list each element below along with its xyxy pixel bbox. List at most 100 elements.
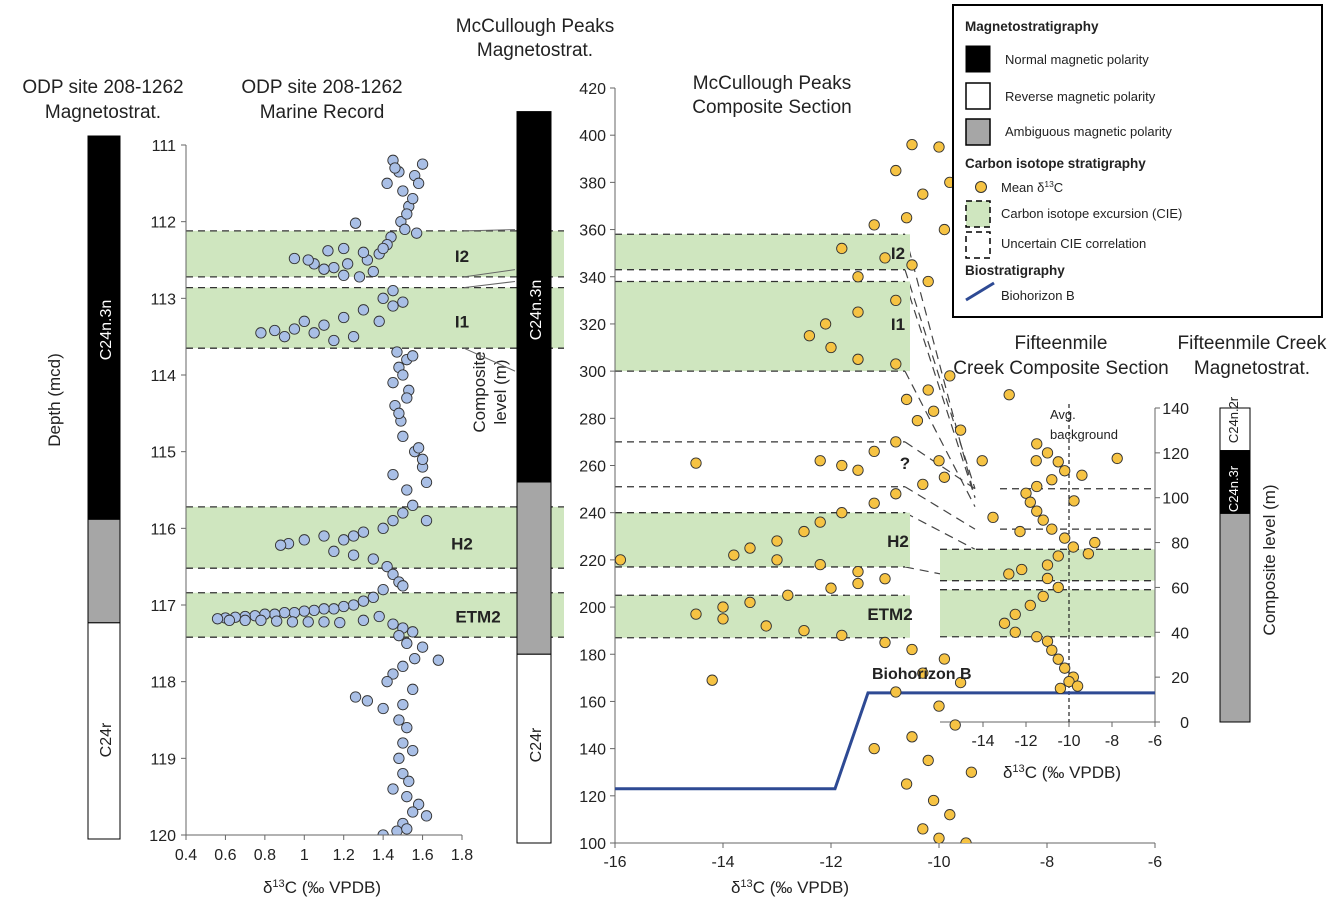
fm-point bbox=[1031, 480, 1043, 493]
odp-point bbox=[401, 791, 413, 803]
correlation-line bbox=[904, 486, 976, 530]
mp-point bbox=[852, 566, 864, 578]
odp-y-tick-label: 113 bbox=[150, 291, 176, 308]
odp-point bbox=[377, 584, 389, 596]
mp-point bbox=[771, 535, 783, 547]
mp-point bbox=[744, 542, 756, 554]
mp-point bbox=[906, 259, 918, 271]
mp-point bbox=[917, 667, 929, 679]
odp-point bbox=[397, 580, 409, 592]
odp-mp-connector bbox=[463, 280, 516, 289]
odp-chron-normal-label: C24n.3n bbox=[98, 300, 115, 361]
mp-polarity-reverse bbox=[516, 653, 552, 844]
odp-point bbox=[397, 699, 409, 711]
header-odp-mag-line2: Magnetostrat. bbox=[45, 102, 161, 123]
mp-point bbox=[890, 294, 902, 306]
odp-point bbox=[432, 654, 444, 666]
odp-y-tick-label: 112 bbox=[150, 215, 176, 232]
fm-y-tick-label: 60 bbox=[1171, 580, 1189, 597]
header-odp-marine: ODP site 208-1262 Marine Record bbox=[241, 77, 402, 123]
odp-point bbox=[397, 296, 409, 308]
header-mp-comp: McCullough Peaks Composite Section bbox=[692, 73, 851, 118]
odp-point bbox=[407, 806, 419, 818]
mp-point bbox=[938, 223, 951, 236]
fm-y-tick-label: 20 bbox=[1171, 670, 1189, 687]
fm-point bbox=[1076, 469, 1088, 481]
mp-point bbox=[954, 424, 967, 436]
correlation-line bbox=[904, 370, 976, 507]
odp-point bbox=[403, 775, 415, 787]
odp-point bbox=[357, 526, 370, 538]
odp-point bbox=[416, 158, 429, 170]
mp-point bbox=[798, 625, 810, 637]
header-fm-comp: Fifteenmile Creek Composite Section bbox=[953, 333, 1168, 379]
mp-point bbox=[906, 138, 918, 151]
correlation-line bbox=[904, 281, 976, 498]
mp-point bbox=[879, 252, 891, 264]
mp-band-label: I1 bbox=[891, 315, 905, 334]
fm-point bbox=[1052, 456, 1064, 468]
biohorizon-b-path bbox=[615, 691, 1155, 791]
odp-point bbox=[255, 327, 267, 339]
mp-point bbox=[868, 742, 880, 755]
odp-point bbox=[286, 616, 299, 628]
header-fm-mag-line1: Fifteenmile Creek bbox=[1178, 333, 1327, 354]
odp-point bbox=[347, 530, 360, 542]
odp-point bbox=[416, 453, 429, 465]
odp-mp-connector bbox=[463, 229, 516, 232]
odp-point bbox=[367, 553, 379, 565]
mp-point bbox=[933, 832, 945, 843]
odp-point bbox=[298, 534, 310, 546]
mp-y-tick-label: 200 bbox=[579, 600, 606, 617]
mp-point bbox=[900, 393, 913, 406]
mp-magnetostrat-column bbox=[516, 111, 552, 844]
fm-point bbox=[998, 617, 1011, 629]
odp-point bbox=[349, 691, 362, 703]
mp-point bbox=[690, 608, 702, 620]
fm-point bbox=[1052, 581, 1064, 594]
fm-y-tick-label: 120 bbox=[1162, 446, 1189, 463]
odp-point bbox=[407, 745, 419, 757]
odp-point bbox=[412, 442, 425, 454]
legend-cie-swatch bbox=[965, 200, 991, 228]
fm-point bbox=[1046, 523, 1058, 535]
odp-point bbox=[318, 263, 330, 275]
mp-point bbox=[814, 516, 826, 528]
odp-point bbox=[407, 626, 419, 638]
legend-uncertain-swatch bbox=[965, 231, 991, 259]
odp-point bbox=[357, 614, 370, 626]
mp-point bbox=[836, 242, 848, 255]
odp-point bbox=[318, 616, 330, 628]
mp-band-ETM2 bbox=[615, 595, 910, 638]
odp-point bbox=[334, 616, 346, 629]
fm-point bbox=[1024, 599, 1036, 612]
mp-x-tick-label: -14 bbox=[711, 854, 734, 871]
fm-point bbox=[1089, 536, 1101, 549]
odp-x-tick-label: 1.4 bbox=[372, 847, 394, 864]
odp-point bbox=[393, 752, 405, 764]
mp-point bbox=[890, 358, 902, 370]
odp-y-tick-label: 116 bbox=[150, 521, 176, 538]
odp-point bbox=[367, 265, 379, 278]
mp-x-axis-label: δ13C (‰ VPDB) bbox=[731, 878, 849, 897]
mp-point bbox=[927, 405, 940, 417]
odp-points bbox=[211, 154, 444, 835]
odp-point bbox=[274, 539, 287, 551]
odp-point bbox=[381, 177, 393, 189]
header-mp-mag-line2: Magnetostrat. bbox=[477, 40, 593, 61]
mp-point bbox=[922, 384, 934, 396]
odp-point bbox=[381, 676, 393, 688]
odp-point bbox=[401, 637, 413, 649]
odp-point bbox=[401, 823, 413, 835]
fm-x-axis-label: δ13C (‰ VPDB) bbox=[1003, 763, 1121, 782]
header-fm-comp-line1: Fifteenmile bbox=[1015, 333, 1108, 354]
odp-point bbox=[328, 262, 340, 274]
odp-point bbox=[328, 334, 340, 347]
odp-point bbox=[328, 603, 340, 615]
mp-point bbox=[814, 558, 826, 571]
correlation-line bbox=[904, 269, 976, 489]
fm-point bbox=[1041, 635, 1054, 647]
odp-point bbox=[367, 591, 379, 603]
odp-point bbox=[308, 327, 320, 339]
